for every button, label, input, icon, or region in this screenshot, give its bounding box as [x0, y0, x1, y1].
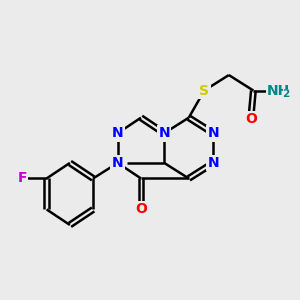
Text: N: N — [158, 126, 170, 140]
Text: S: S — [199, 84, 209, 98]
Text: 2: 2 — [283, 89, 290, 99]
Text: N: N — [112, 126, 124, 140]
Text: N: N — [112, 156, 124, 170]
Text: O: O — [245, 112, 257, 126]
Text: N: N — [208, 126, 219, 140]
Text: N: N — [208, 156, 219, 170]
Text: O: O — [135, 202, 147, 216]
Text: F: F — [17, 171, 27, 185]
Text: NH: NH — [266, 84, 289, 98]
